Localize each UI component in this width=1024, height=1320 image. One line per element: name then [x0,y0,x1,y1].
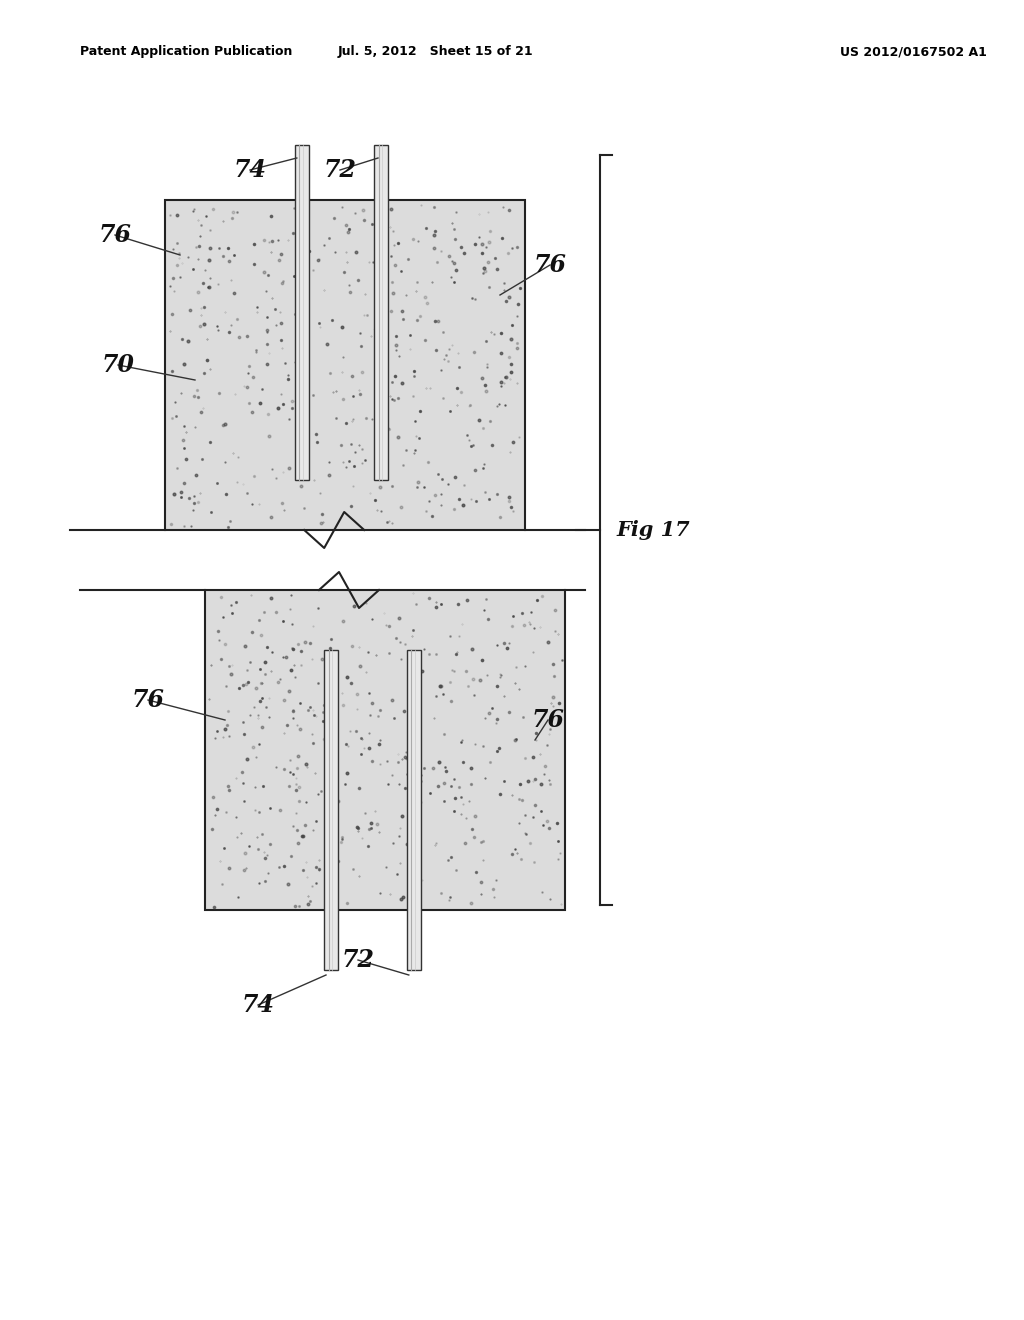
Text: 76: 76 [534,253,566,277]
Text: 74: 74 [242,993,274,1016]
Text: US 2012/0167502 A1: US 2012/0167502 A1 [840,45,987,58]
Text: 72: 72 [324,158,356,182]
Bar [374,145,388,480]
Bar [295,145,309,480]
Text: 76: 76 [131,688,165,711]
Text: Patent Application Publication: Patent Application Publication [80,45,293,58]
Text: Jul. 5, 2012   Sheet 15 of 21: Jul. 5, 2012 Sheet 15 of 21 [337,45,532,58]
Text: 72: 72 [341,948,375,972]
Bar [205,590,565,909]
Bar [324,649,338,970]
Text: 76: 76 [531,708,564,733]
Text: 76: 76 [98,223,131,247]
Text: 74: 74 [233,158,266,182]
Bar [165,201,525,531]
Text: Fig 17: Fig 17 [616,520,689,540]
Bar [407,649,421,970]
Text: 70: 70 [101,352,134,378]
